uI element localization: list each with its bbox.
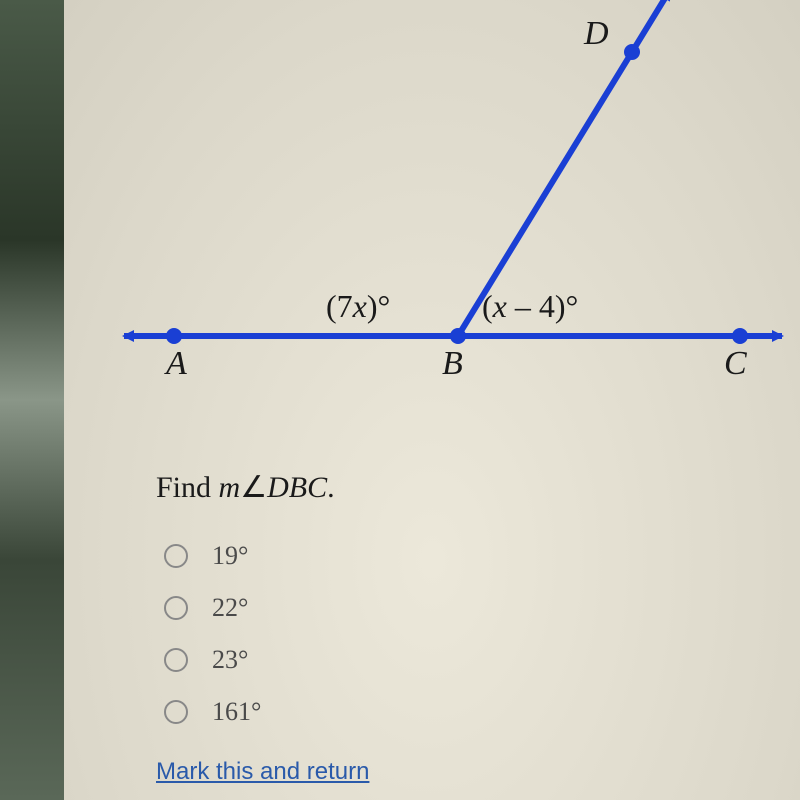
geometry-diagram: D A B C (7x)° (x – 4)° — [94, 0, 774, 420]
option-row[interactable]: 19° — [164, 530, 261, 582]
mark-return-link[interactable]: Mark this and return — [156, 758, 369, 786]
option-label: 22° — [212, 593, 248, 623]
point-D — [624, 44, 640, 60]
label-D: D — [584, 15, 609, 53]
option-label: 23° — [212, 645, 248, 675]
angle-symbol: ∠ — [240, 471, 267, 504]
option-row[interactable]: 22° — [164, 582, 261, 634]
photo-edge-strip — [0, 0, 64, 800]
radio-icon[interactable] — [164, 596, 188, 620]
angle-ABD-label: (7x)° — [326, 288, 390, 325]
angle-DBC-label: (x – 4)° — [482, 288, 578, 325]
question-suffix: . — [327, 471, 335, 504]
point-C — [732, 328, 748, 344]
option-row[interactable]: 161° — [164, 686, 261, 738]
option-row[interactable]: 23° — [164, 634, 261, 686]
point-A — [166, 328, 182, 344]
label-B: B — [442, 345, 463, 383]
question-prefix: Find — [156, 471, 219, 504]
radio-icon[interactable] — [164, 544, 188, 568]
radio-icon[interactable] — [164, 648, 188, 672]
label-A: A — [166, 345, 187, 383]
question-angle-name: DBC — [267, 471, 327, 504]
page-content: D A B C (7x)° (x – 4)° Find m∠DBC. 19° 2… — [64, 0, 800, 800]
option-label: 161° — [212, 697, 261, 727]
point-B — [450, 328, 466, 344]
question-var: m — [219, 471, 241, 504]
question-text: Find m∠DBC. — [156, 470, 335, 505]
answer-options: 19° 22° 23° 161° — [164, 530, 261, 738]
option-label: 19° — [212, 541, 248, 571]
radio-icon[interactable] — [164, 700, 188, 724]
label-C: C — [724, 345, 747, 383]
